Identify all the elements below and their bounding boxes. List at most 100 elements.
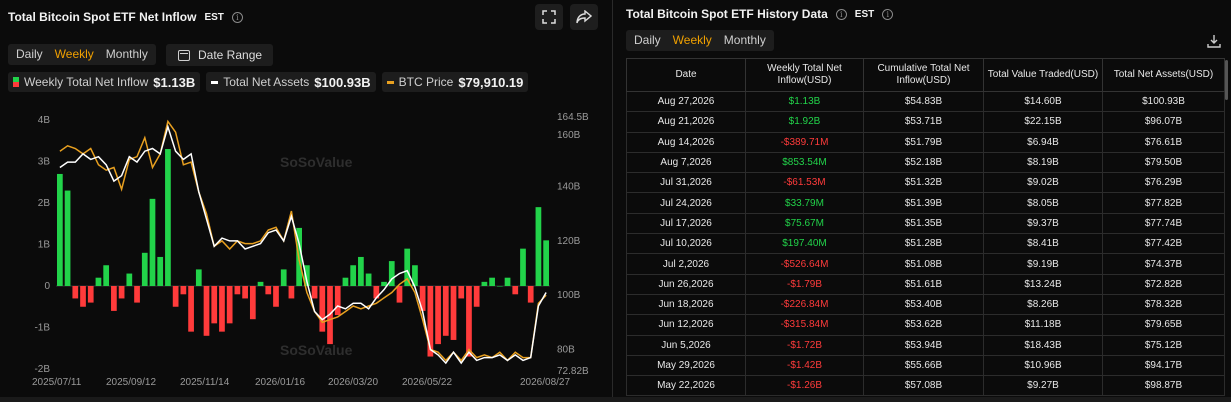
interval-tabs: Daily Weekly Monthly [8,44,156,65]
legend-net-inflow[interactable]: Weekly Total Net Inflow $1.13B [8,72,201,92]
table-cell: -$315.84M [745,314,864,336]
table-cell: $13.24B [983,273,1103,295]
table-cell: $9.37B [983,212,1103,235]
inflow-bar [342,277,349,286]
inflow-bar [450,286,457,340]
inflow-bar [358,256,364,286]
table-cell: $22.15B [983,111,1103,133]
inflow-bar [288,286,295,299]
date-range-button[interactable]: Date Range [166,44,273,66]
inflow-bar [504,277,511,286]
table-cell: -$1.42B [745,354,864,377]
inflow-bar [273,286,279,307]
y-left-tick-label: 4B [38,115,51,126]
y-right-tick-label: 164.5B [557,112,589,123]
inflow-bar [373,286,380,299]
inflow-bar [458,286,465,299]
col-header-date[interactable]: Date [626,58,746,92]
table-row: Jun 12,2026 -$315.84M $53.62B $11.18B $79.65… [626,314,1225,336]
table-cell: $77.74B [1102,212,1225,235]
inflow-bar [489,277,495,286]
y-left-tick-label: 0 [44,281,50,292]
table-row: Jul 24,2026 $33.79M $51.39B $8.05B $77.82B [626,192,1225,214]
inflow-bar [172,286,179,307]
history-tab-monthly[interactable]: Monthly [723,33,766,47]
table-row: Jun 5,2026 -$1.72B $53.94B $18.43B $75.12B [626,334,1225,356]
calendar-icon [178,49,190,61]
inflow-bar [234,286,241,295]
table-cell: $54.83B [863,90,984,113]
legend-btc-price[interactable]: BTC Price $79,910.19 [381,72,529,92]
inflow-bar [211,286,218,324]
table-cell: $18.43B [983,334,1103,356]
table-cell: $6.94B [983,131,1103,153]
legend-btc-price-value: $79,910.19 [458,74,524,90]
table-scrollbar[interactable] [1225,60,1228,100]
x-tick-label: 2026/01/16 [255,377,305,388]
legend-net-assets-label: Total Net Assets [223,75,310,89]
table-cell: Jun 12,2026 [626,314,746,336]
y-left-tick-label: 2B [38,198,51,209]
inflow-bar [466,286,472,357]
y-left-tick-label: 1B [38,240,51,251]
col-header-cumulative-inflow[interactable]: Cumulative Total Net Inflow(USD) [863,58,984,92]
inflow-bar [365,273,372,286]
table-row: May 22,2026 -$1.26B $57.08B $9.27B $98.87B [626,375,1225,397]
inflow-bar [481,281,488,286]
history-title-row: Total Bitcoin Spot ETF History Data i ES… [626,7,894,21]
inflow-bar [520,248,526,286]
history-tab-weekly[interactable]: Weekly [672,33,712,47]
table-cell: $55.66B [863,354,984,377]
btc-price-line [59,119,547,362]
table-cell: Jul 24,2026 [626,192,746,214]
info-icon[interactable]: i [231,11,243,23]
horizontal-scrollbar[interactable] [0,397,1231,402]
legend-net-assets[interactable]: Total Net Assets $100.93B [206,72,376,92]
table-row: Jul 10,2026 $197.40M $51.28B $8.41B $77.42B [626,233,1225,255]
inflow-bar [311,286,318,299]
fullscreen-icon[interactable] [535,4,563,30]
table-cell: $51.39B [863,192,984,214]
table-cell: $8.19B [983,151,1103,174]
share-icon[interactable] [570,4,598,30]
history-info-icon[interactable]: i [835,8,847,20]
tab-monthly[interactable]: Monthly [105,47,148,61]
timezone-label: EST [204,11,224,23]
legend-net-assets-value: $100.93B [314,74,371,90]
y-right-tick-label: 72.82B [557,366,589,377]
table-cell: Aug 27,2026 [626,90,746,113]
inflow-bar [57,173,63,286]
y-right-tick-label: 80B [557,344,575,355]
inflow-bar [427,286,434,357]
col-header-weekly-inflow[interactable]: Weekly Total Net Inflow(USD) [745,58,864,92]
history-tab-daily[interactable]: Daily [634,33,661,47]
x-tick-label: 2026/08/27 [520,377,570,388]
table-cell: $52.18B [863,151,984,174]
inflow-bar [543,240,549,286]
tab-daily[interactable]: Daily [16,47,43,61]
inflow-bar [195,269,202,286]
inflow-bar [435,286,441,345]
download-icon[interactable] [1207,34,1221,48]
tab-weekly[interactable]: Weekly [54,47,94,61]
table-cell: $9.27B [983,375,1103,397]
table-cell: Aug 14,2026 [626,131,746,153]
x-tick-label: 2026/05/22 [402,377,452,388]
inflow-bar [304,265,310,286]
table-cell: $51.35B [863,212,984,235]
table-cell: $51.79B [863,131,984,153]
inflow-bar [249,286,256,320]
col-header-value-traded[interactable]: Total Value Traded(USD) [983,58,1103,92]
table-cell: $53.94B [863,334,984,356]
table-cell: $79.65B [1102,314,1225,336]
table-cell: $96.07B [1102,111,1225,133]
table-cell: $74.37B [1102,253,1225,275]
col-header-net-assets[interactable]: Total Net Assets(USD) [1102,58,1225,92]
table-cell: $10.96B [983,354,1103,377]
table-cell: -$1.79B [745,273,864,295]
table-cell: $51.61B [863,273,984,295]
inflow-bar [496,286,503,287]
timezone-info-icon[interactable]: i [882,8,894,20]
inflow-bar [265,286,272,295]
inflow-bar [280,269,287,286]
